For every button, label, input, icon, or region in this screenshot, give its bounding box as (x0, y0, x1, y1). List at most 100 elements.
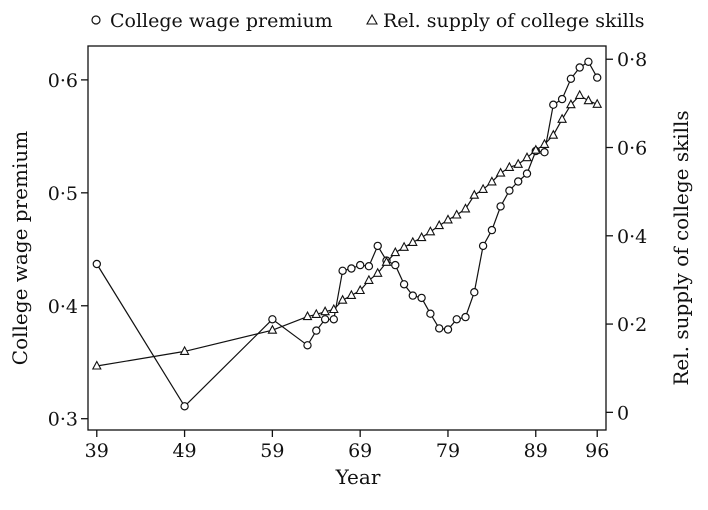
x-tick-label: 59 (260, 440, 284, 462)
wage-premium-point (320, 315, 330, 324)
wage-premium-point (364, 262, 374, 271)
relative-supply-point (583, 95, 594, 105)
relative-supply-point (390, 246, 401, 257)
x-tick-label: 39 (85, 440, 109, 462)
y-left-tick-label: 0·5 (48, 183, 78, 205)
relative-supply-point (399, 241, 410, 251)
x-tick-label: 69 (348, 440, 372, 462)
relative-supply-point (355, 284, 366, 295)
wage-premium-point (435, 324, 444, 333)
wage-premium-point (470, 288, 479, 297)
wage-premium-point (575, 63, 584, 72)
wage-premium-point (303, 341, 312, 350)
y-left-tick-label: 0·3 (48, 409, 78, 431)
wage-premium-point (461, 312, 470, 322)
wage-premium-point (268, 315, 277, 324)
wage-premium-point (593, 73, 602, 82)
relative-supply-point (320, 306, 331, 316)
relative-supply-point (513, 158, 524, 168)
relative-supply-series-line (96, 94, 598, 367)
relative-supply-point (302, 310, 313, 321)
wage-premium-point (522, 169, 532, 178)
relative-supply-point (346, 289, 357, 299)
x-tick-label: 79 (436, 440, 460, 462)
y-left-tick-label: 0·6 (48, 70, 78, 92)
x-tick-label: 96 (585, 440, 609, 462)
x-axis-title: Year (335, 465, 381, 489)
y-left-tick-label: 0·4 (48, 296, 78, 318)
wage-premium-point (549, 100, 558, 109)
relative-supply-point (328, 303, 339, 314)
relative-supply-point (311, 308, 322, 318)
relative-supply-point (179, 345, 190, 355)
relative-supply-point (381, 256, 392, 266)
relative-supply-point (372, 267, 383, 277)
y-right-tick-label: 0 (617, 402, 629, 424)
x-tick-label: 49 (172, 440, 196, 462)
wage-premium-point (443, 325, 453, 334)
plot-frame (87, 45, 607, 431)
relative-supply-point (267, 324, 278, 334)
wage-premium-point (496, 202, 505, 211)
wage-premium-point (180, 402, 189, 411)
y-right-tick-label: 0·2 (617, 314, 647, 336)
wage-premium-point (338, 266, 347, 275)
relative-supply-point (416, 231, 427, 242)
legend-label-relative-supply: Rel. supply of college skills (383, 10, 645, 32)
relative-supply-point (363, 274, 374, 284)
legend-circle-marker (91, 15, 101, 25)
wage-premium-point (408, 291, 417, 300)
relative-supply-point (469, 189, 480, 199)
relative-supply-point (486, 176, 497, 186)
y-right-tick-label: 0·8 (617, 49, 647, 71)
legend: College wage premium Rel. supply of coll… (91, 10, 645, 32)
wage-premium-point (540, 147, 549, 157)
wage-premium-point (452, 315, 461, 324)
wage-premium-point (347, 264, 356, 273)
series-layer (91, 57, 603, 411)
relative-supply-point (478, 183, 489, 193)
y-axis-right-title: Rel. supply of college skills (669, 110, 693, 385)
relative-supply-point (504, 161, 515, 171)
ticks-layer: 39 49 59 69 79 89 96 0·3 0·4 0·5 0·6 0 0·2 0·4 0·6 0·8 (48, 49, 647, 462)
y-axis-left-title: College wage premium (8, 131, 32, 365)
relative-supply-point (495, 167, 506, 177)
x-tick-label: 89 (524, 440, 548, 462)
legend-label-wage-premium: College wage premium (110, 10, 333, 32)
wage-premium-point (584, 57, 593, 67)
relative-supply-point (548, 129, 559, 139)
relative-supply-point (530, 144, 541, 154)
wage-premium-point (426, 309, 435, 318)
relative-supply-point (434, 219, 445, 230)
wage-premium-point (487, 225, 497, 235)
y-right-tick-label: 0·6 (617, 138, 647, 160)
wage-premium-point (92, 259, 102, 269)
relative-supply-point (91, 360, 102, 370)
wage-premium-point (391, 260, 400, 270)
wage-premium-point (417, 293, 426, 303)
wage-premium-point (373, 241, 382, 251)
relative-supply-point (565, 99, 576, 109)
relative-supply-point (451, 209, 462, 219)
y-right-tick-label: 0·4 (617, 226, 647, 248)
relative-supply-point (425, 226, 436, 236)
relative-supply-point (592, 98, 603, 108)
relative-supply-point (557, 113, 568, 123)
relative-supply-point (574, 89, 585, 99)
wage-premium-point (505, 186, 514, 195)
wage-premium-point (312, 326, 321, 335)
relative-supply-point (337, 294, 348, 304)
wage-premium-point (356, 260, 365, 270)
wage-premium-point (566, 74, 576, 84)
wage-premium-point (514, 177, 523, 186)
relative-supply-point (407, 236, 418, 246)
relative-supply-point (443, 214, 453, 224)
legend-triangle-marker (366, 13, 378, 25)
wage-premium-point (557, 94, 567, 104)
wage-premium-series-line (96, 60, 598, 408)
wage-premium-point (329, 315, 338, 324)
relative-supply-point (522, 152, 532, 162)
relative-supply-point (460, 203, 471, 213)
relative-supply-point (539, 138, 550, 148)
